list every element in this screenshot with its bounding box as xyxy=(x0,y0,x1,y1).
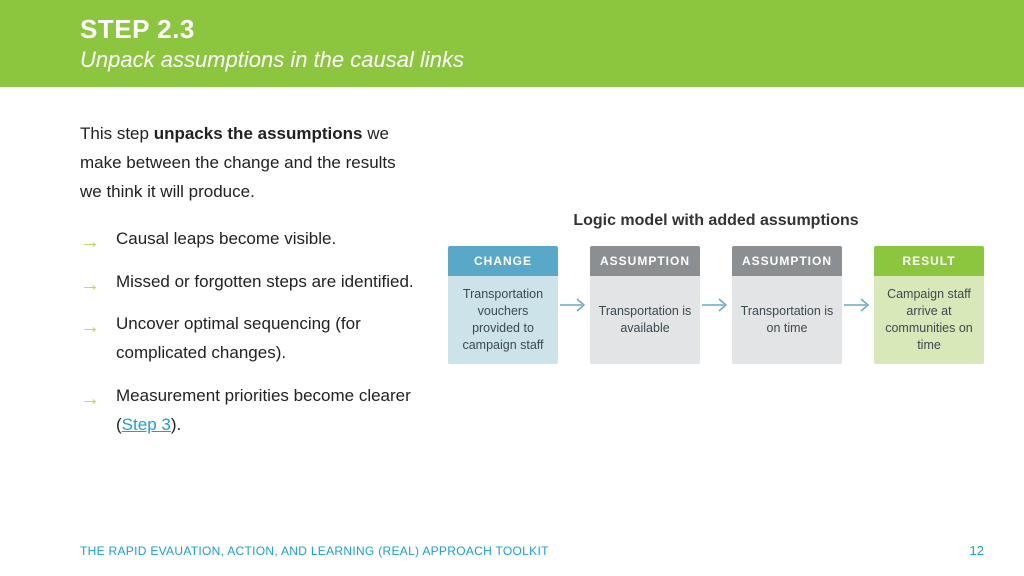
bullet-list: → Causal leaps become visible. → Missed … xyxy=(80,225,422,440)
bullet-text: Missed or forgotten steps are identified… xyxy=(116,272,414,291)
step3-link[interactable]: Step 3 xyxy=(122,415,171,434)
box-header: CHANGE xyxy=(448,246,558,276)
list-item: → Missed or forgotten steps are identifi… xyxy=(80,268,422,297)
right-column: Logic model with added assumptions CHANG… xyxy=(442,120,984,454)
connector-arrow-icon xyxy=(700,246,732,364)
box-body: Transportation is available xyxy=(590,276,700,364)
box-header: ASSUMPTION xyxy=(732,246,842,276)
assump-box: ASSUMPTIONTransportation is on time xyxy=(732,246,842,364)
arrow-icon: → xyxy=(80,225,100,259)
step-title: Unpack assumptions in the causal links xyxy=(80,47,1024,73)
bullet-post: ). xyxy=(171,415,181,434)
change-box: CHANGETransportation vouchers provided t… xyxy=(448,246,558,364)
assump-box: ASSUMPTIONTransportation is available xyxy=(590,246,700,364)
result-box: RESULTCampaign staff arrive at communiti… xyxy=(874,246,984,364)
step-number: STEP 2.3 xyxy=(80,14,1024,45)
connector-arrow-icon xyxy=(558,246,590,364)
arrow-icon: → xyxy=(80,310,100,344)
arrow-icon: → xyxy=(80,268,100,302)
intro-bold: unpacks the assumptions xyxy=(154,124,363,143)
left-column: This step unpacks the assumptions we mak… xyxy=(80,120,442,454)
footer-text: THE RAPID EVAUATION, ACTION, AND LEARNIN… xyxy=(80,544,549,558)
box-body: Transportation is on time xyxy=(732,276,842,364)
slide-body: This step unpacks the assumptions we mak… xyxy=(0,120,1024,454)
intro-paragraph: This step unpacks the assumptions we mak… xyxy=(80,120,422,207)
list-item: → Uncover optimal sequencing (for compli… xyxy=(80,310,422,368)
diagram-title: Logic model with added assumptions xyxy=(448,212,984,230)
intro-pre: This step xyxy=(80,124,154,143)
list-item: → Measurement priorities become clearer … xyxy=(80,382,422,440)
bullet-text: Causal leaps become visible. xyxy=(116,229,336,248)
bullet-text: Uncover optimal sequencing (for complica… xyxy=(116,314,361,362)
box-body: Campaign staff arrive at communities on … xyxy=(874,276,984,364)
slide-header: STEP 2.3 Unpack assumptions in the causa… xyxy=(0,0,1024,87)
logic-model-diagram: CHANGETransportation vouchers provided t… xyxy=(448,246,984,364)
list-item: → Causal leaps become visible. xyxy=(80,225,422,254)
page-number: 12 xyxy=(970,543,984,558)
box-header: RESULT xyxy=(874,246,984,276)
arrow-icon: → xyxy=(80,382,100,416)
box-header: ASSUMPTION xyxy=(590,246,700,276)
slide: STEP 2.3 Unpack assumptions in the causa… xyxy=(0,0,1024,576)
box-body: Transportation vouchers provided to camp… xyxy=(448,276,558,364)
slide-footer: THE RAPID EVAUATION, ACTION, AND LEARNIN… xyxy=(80,543,984,558)
connector-arrow-icon xyxy=(842,246,874,364)
